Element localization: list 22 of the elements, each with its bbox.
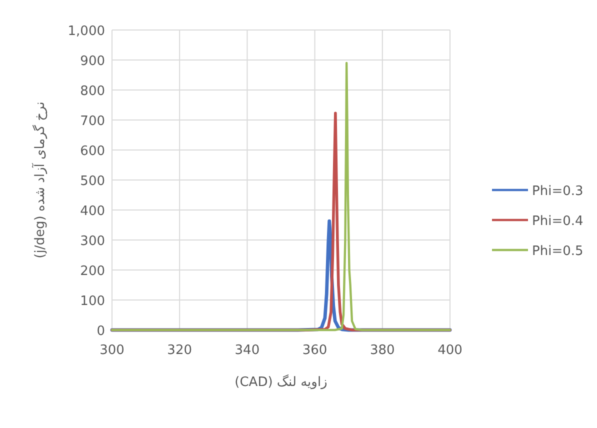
x-tick-label: 400 <box>438 343 462 358</box>
y-tick-label: 800 <box>80 84 105 99</box>
y-tick-label: 400 <box>80 204 105 219</box>
x-tick-label: 300 <box>100 343 124 358</box>
x-tick-label: 320 <box>167 343 192 358</box>
y-tick-label: 0 <box>96 324 105 339</box>
y-tick-label: 500 <box>80 174 105 189</box>
x-tick-label: 360 <box>302 343 328 358</box>
legend-label: Phi=0.3 <box>532 184 584 199</box>
y-tick-label: 200 <box>80 264 105 279</box>
y-tick-label: 700 <box>80 114 105 129</box>
y-tick-label: 900 <box>80 54 105 69</box>
y-axis-title: نرخ گرمای آزاد شده (j/deg) <box>31 102 48 258</box>
legend-label: Phi=0.5 <box>532 244 584 259</box>
y-tick-label: 100 <box>80 294 105 309</box>
y-tick-label: 300 <box>80 234 105 249</box>
y-tick-label: 1,000 <box>68 24 105 39</box>
x-tick-label: 340 <box>234 343 260 358</box>
x-axis-title: زاویه لنگ (CAD) <box>234 374 328 390</box>
legend-label: Phi=0.4 <box>532 214 584 229</box>
y-tick-label: 600 <box>80 144 105 159</box>
x-tick-label: 380 <box>370 343 395 358</box>
